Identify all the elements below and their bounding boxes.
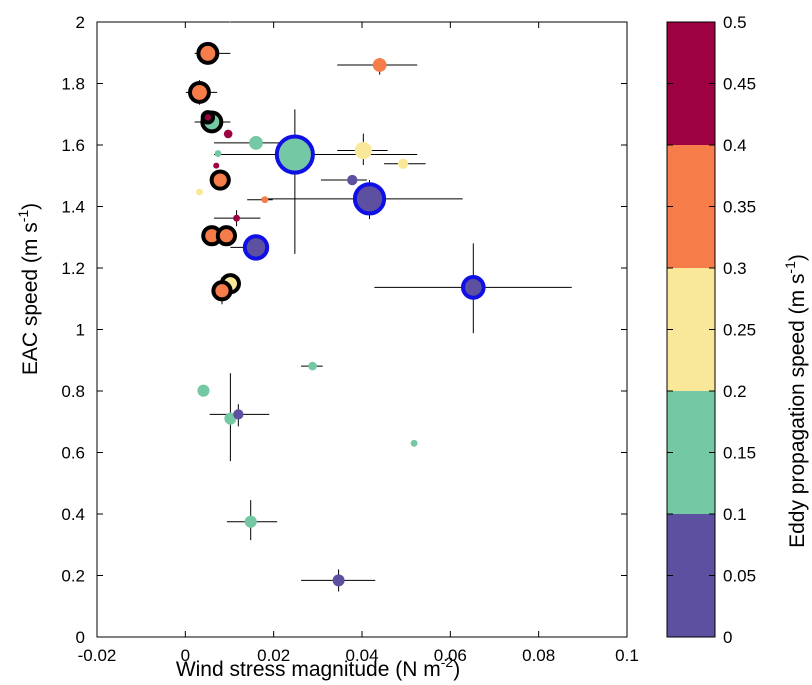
- data-point: [242, 234, 270, 261]
- data-point: [354, 141, 372, 160]
- data-point: [308, 361, 317, 371]
- colorbar-bin: [667, 22, 715, 145]
- y-tick-label: 0: [76, 628, 85, 647]
- y-tick-label: 1.2: [61, 259, 85, 278]
- data-point: [200, 110, 216, 125]
- colorbar-bin: [667, 514, 715, 637]
- y-tick-label: 1: [76, 321, 85, 340]
- y-axis-title: EAC speed (m s-1): [15, 203, 42, 375]
- colorbar-tick-label: 0: [723, 628, 732, 647]
- x-axis-title: Wind stress magnitude (N m-2): [176, 654, 460, 681]
- x-tick-label: 0: [181, 646, 190, 665]
- data-point: [213, 162, 220, 169]
- data-point: [209, 169, 231, 191]
- x-tick-label: 0.02: [257, 646, 290, 665]
- data-point: [332, 574, 345, 587]
- data-point: [410, 439, 418, 447]
- y-tick-label: 1.6: [61, 136, 85, 155]
- data-point: [274, 134, 315, 175]
- x-axis: -0.02 0 0.02 0.04 0.06 0.08 0.1: [78, 22, 639, 665]
- data-point: [229, 21, 231, 23]
- data-point: [249, 135, 263, 150]
- colorbar-tick-label: 0.5: [723, 13, 747, 32]
- colorbar-tick-label: 0.35: [723, 198, 756, 217]
- plot-area: [96, 21, 628, 638]
- data-point: [460, 275, 486, 300]
- colorbar-tick-label: 0.1: [723, 505, 747, 524]
- data-point: [197, 384, 210, 397]
- plot-frame: [96, 21, 628, 638]
- data-points: [188, 21, 486, 587]
- data-point: [215, 225, 238, 247]
- colorbar-tick-label: 0.45: [723, 75, 756, 94]
- y-tick-label: 2: [76, 13, 85, 32]
- colorbar-bin: [667, 145, 715, 268]
- colorbar-tick-label: 0.3: [723, 259, 747, 278]
- y-axis: 0 0.2 0.4 0.6 0.8 1 1.2 1.4 1.6 1.8 2: [61, 13, 627, 647]
- data-point: [397, 158, 409, 169]
- colorbar-bin: [667, 391, 715, 514]
- data-point: [233, 214, 241, 222]
- data-point: [347, 174, 358, 186]
- data-point: [352, 182, 387, 216]
- data-point: [261, 196, 269, 204]
- colorbar-title: Eddy propagation speed (m s-1): [782, 254, 809, 548]
- x-tick-label: -0.02: [78, 646, 117, 665]
- colorbar-bin: [667, 268, 715, 391]
- x-tick-label: 0.1: [615, 646, 639, 665]
- data-point: [244, 515, 257, 528]
- data-point: [196, 41, 220, 65]
- y-tick-label: 0.4: [61, 505, 85, 524]
- colorbar-tick-label: 0.05: [723, 567, 756, 586]
- data-point: [211, 280, 233, 302]
- y-tick-label: 0.2: [61, 567, 85, 586]
- data-point: [196, 188, 203, 196]
- y-tick-label: 0.8: [61, 382, 85, 401]
- y-tick-label: 0.6: [61, 444, 85, 463]
- y-tick-label: 1.4: [61, 198, 85, 217]
- x-tick-label: 0.06: [434, 646, 467, 665]
- y-tick-label: 1.8: [61, 75, 85, 94]
- data-point: [223, 129, 233, 139]
- colorbar-tick-label: 0.25: [723, 321, 756, 340]
- error-bars: [185, 52, 572, 592]
- data-point: [233, 409, 244, 420]
- data-point: [188, 80, 211, 104]
- data-point: [372, 58, 387, 72]
- colorbar-tick-label: 0.2: [723, 382, 747, 401]
- x-tick-label: 0.04: [345, 646, 378, 665]
- data-point: [214, 150, 222, 158]
- colorbar: 0 0.05 0.1 0.15 0.2 0.25 0.3 0.35 0.4 0.45 0.5: [666, 13, 756, 647]
- colorbar-tick-label: 0.15: [723, 444, 756, 463]
- colorbar-tick-label: 0.4: [723, 136, 747, 155]
- x-tick-label: 0.08: [522, 646, 555, 665]
